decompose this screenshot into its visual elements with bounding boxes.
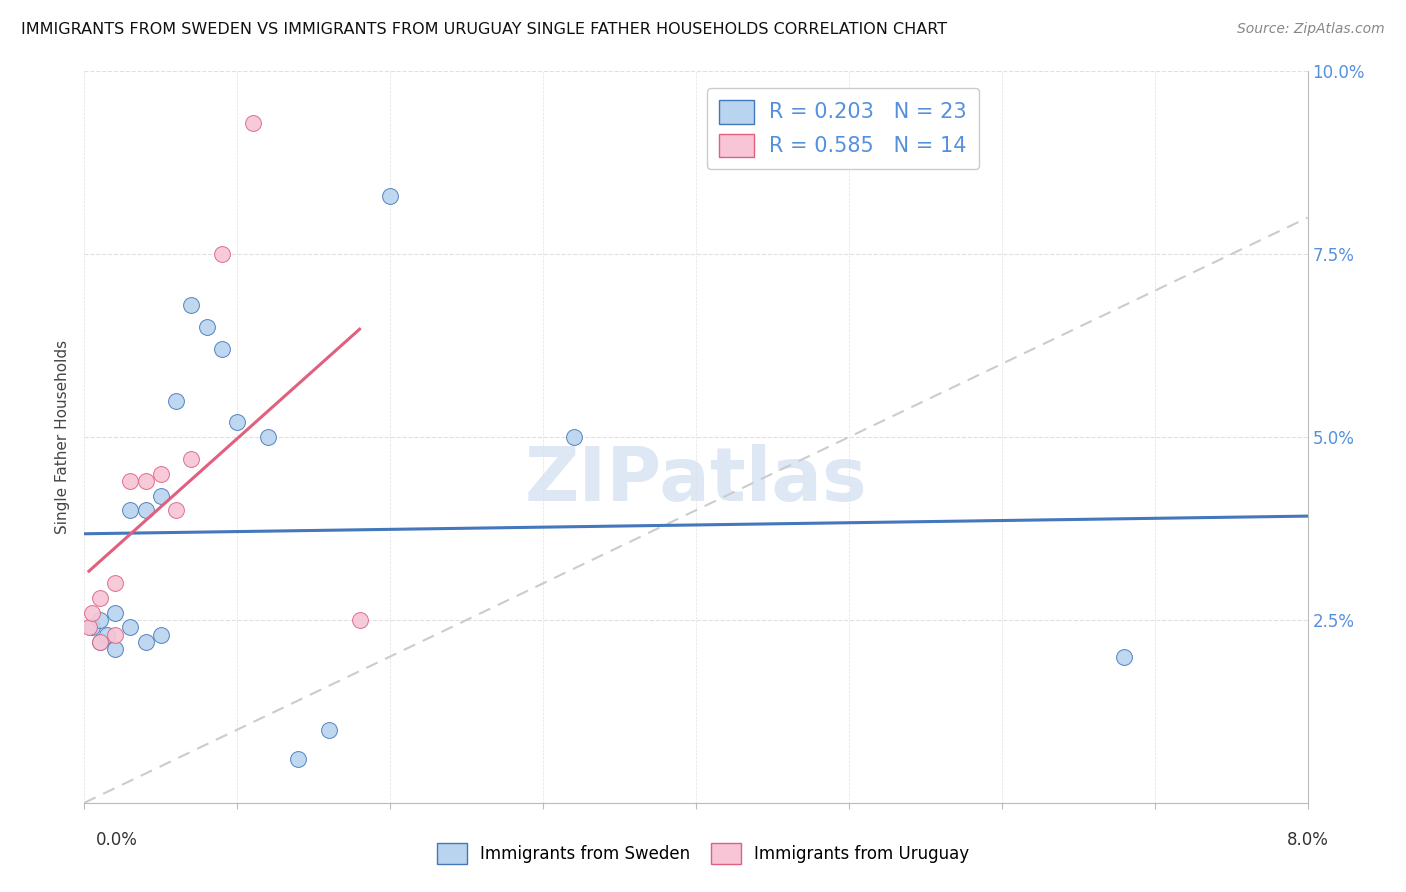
Point: [149, 467, 172, 481]
Point: [104, 627, 127, 641]
Legend: Immigrants from Sweden, Immigrants from Uruguay: Immigrants from Sweden, Immigrants from …: [430, 837, 976, 871]
Point: [165, 393, 187, 408]
Point: [380, 188, 402, 202]
Point: [135, 503, 157, 517]
Point: [211, 247, 233, 261]
Point: [104, 576, 127, 591]
Point: [287, 752, 309, 766]
Point: [135, 635, 157, 649]
Point: [80, 620, 103, 634]
Text: Source: ZipAtlas.com: Source: ZipAtlas.com: [1237, 22, 1385, 37]
Point: [89, 591, 111, 605]
Point: [257, 430, 280, 444]
Text: 8.0%: 8.0%: [1286, 831, 1329, 849]
Point: [89, 635, 111, 649]
Point: [180, 452, 202, 467]
Point: [149, 627, 172, 641]
Point: [1114, 649, 1136, 664]
Y-axis label: Single Father Households: Single Father Households: [55, 340, 70, 534]
Point: [80, 606, 103, 620]
Text: 0.0%: 0.0%: [96, 831, 138, 849]
Point: [120, 474, 142, 488]
Point: [135, 474, 157, 488]
Point: [89, 613, 111, 627]
Point: [242, 115, 264, 129]
Point: [120, 620, 142, 634]
Point: [149, 489, 172, 503]
Point: [96, 627, 118, 641]
Point: [77, 620, 100, 634]
Point: [104, 606, 127, 620]
Point: [562, 430, 585, 444]
Point: [89, 635, 111, 649]
Point: [195, 320, 218, 334]
Point: [211, 343, 233, 357]
Point: [104, 642, 127, 657]
Point: [165, 503, 187, 517]
Text: IMMIGRANTS FROM SWEDEN VS IMMIGRANTS FROM URUGUAY SINGLE FATHER HOUSEHOLDS CORRE: IMMIGRANTS FROM SWEDEN VS IMMIGRANTS FRO…: [21, 22, 948, 37]
Point: [120, 503, 142, 517]
Point: [180, 298, 202, 312]
Point: [226, 416, 249, 430]
Point: [318, 723, 340, 737]
Legend: R = 0.203   N = 23, R = 0.585   N = 14: R = 0.203 N = 23, R = 0.585 N = 14: [707, 88, 979, 169]
Point: [349, 613, 371, 627]
Text: ZIPatlas: ZIPatlas: [524, 444, 868, 517]
